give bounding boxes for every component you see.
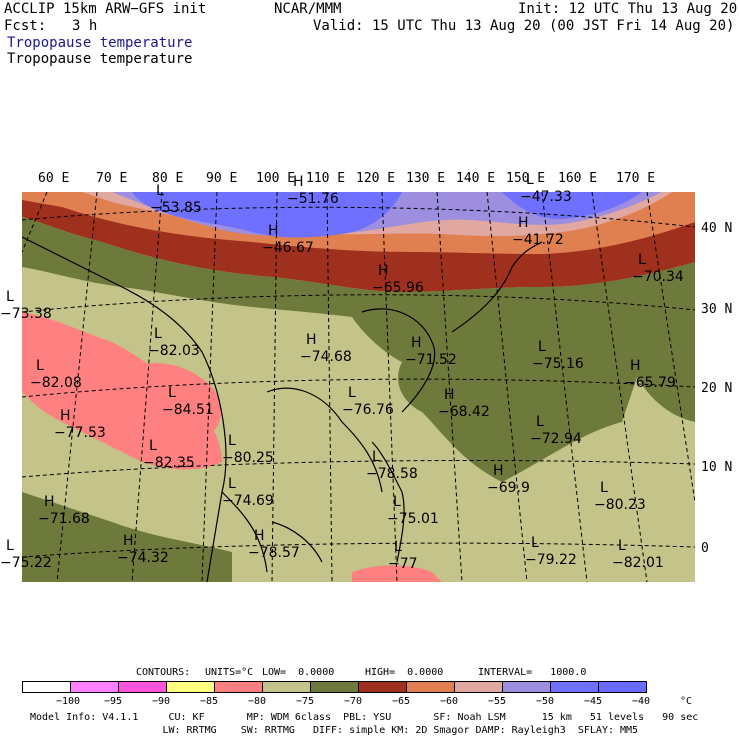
organization-label: NCAR/MMM [274, 1, 342, 17]
color-scale-label: −45 [584, 696, 603, 707]
field-title-primary: Tropopause temperature [7, 35, 193, 51]
longitude-label: 140 E [456, 171, 496, 186]
color-scale-swatch [214, 681, 263, 693]
color-scale-label: −100 [56, 696, 81, 707]
color-scale-swatch [310, 681, 359, 693]
coastlines [22, 236, 543, 582]
color-scale-swatch [118, 681, 167, 693]
longitude-label: 70 E [96, 171, 128, 186]
longitude-label: 150 E [506, 171, 546, 186]
longitude-label: 80 E [152, 171, 184, 186]
color-scale-swatch [358, 681, 407, 693]
color-scale-label: −55 [488, 696, 507, 707]
init-time: Init: 12 UTC Thu 13 Aug 20 [518, 1, 738, 17]
longitude-label: 100 E [256, 171, 296, 186]
extrema-marker: L [6, 289, 14, 305]
tropopause-temperature-map [22, 192, 695, 582]
latitude-label: 0 [701, 541, 709, 556]
latitude-label: 40 N [701, 221, 733, 236]
longitude-label: 170 E [616, 171, 656, 186]
longitude-label: 120 E [356, 171, 396, 186]
model-info-line1: Model Info: V4.1.1 CU: KF MP: WDM 6class… [30, 712, 699, 723]
color-scale-label: °C [680, 696, 693, 707]
longitude-label: 90 E [206, 171, 238, 186]
latitude-label: 10 N [701, 460, 733, 475]
color-scale-label: −80 [248, 696, 267, 707]
field-band-blue [132, 192, 402, 238]
latitude-label: 30 N [701, 302, 733, 317]
color-scale-label: −90 [152, 696, 171, 707]
contours-interval: INTERVAL= 1000.0 [478, 667, 587, 678]
color-scale-swatch [406, 681, 455, 693]
forecast-hour: 3 h [72, 18, 98, 34]
color-scale-swatch [22, 681, 71, 693]
contours-units: UNITS=°C [205, 667, 254, 678]
color-scale-label: −65 [392, 696, 411, 707]
color-scale-swatch [550, 681, 599, 693]
color-scale-swatch [70, 681, 119, 693]
field-band-olive-southwest [22, 492, 232, 582]
latitude-gridlines [22, 206, 695, 558]
model-title: ACCLIP 15km ARW−GFS init [4, 1, 207, 17]
color-scale-swatch [454, 681, 503, 693]
contours-label: CONTOURS: [136, 667, 191, 678]
latitude-label: 20 N [701, 381, 733, 396]
field-band-olive [22, 217, 695, 482]
color-scale-label: −70 [344, 696, 363, 707]
longitude-label: 130 E [406, 171, 446, 186]
color-scale-swatch [166, 681, 215, 693]
color-scale-label: −50 [536, 696, 555, 707]
color-scale-swatch [262, 681, 311, 693]
color-scale-label: −60 [440, 696, 459, 707]
color-scale-label: −40 [632, 696, 651, 707]
forecast-label: Fcst: [4, 18, 47, 34]
contours-high: HIGH= 0.0000 [365, 667, 444, 678]
valid-time: Valid: 15 UTC Thu 13 Aug 20 (00 JST Fri … [313, 18, 735, 34]
contours-low: LOW= 0.0000 [262, 667, 335, 678]
extrema-marker: L [6, 538, 14, 554]
model-info-line2: LW: RRTMG SW: RRTMG DIFF: simple KM: 2D … [30, 725, 639, 736]
color-scale-label: −85 [200, 696, 219, 707]
field-title-secondary: Tropopause temperature [7, 51, 193, 67]
color-scale-swatch [598, 681, 647, 693]
longitude-label: 110 E [306, 171, 346, 186]
field-band-blue-east [502, 192, 642, 220]
color-scale-swatch [502, 681, 551, 693]
longitude-gridlines [22, 192, 695, 582]
color-scale-label: −75 [296, 696, 315, 707]
longitude-label: 160 E [558, 171, 598, 186]
longitude-label: 60 E [38, 171, 70, 186]
field-band-coldpink-central [132, 363, 222, 439]
color-scale-label: −95 [104, 696, 123, 707]
